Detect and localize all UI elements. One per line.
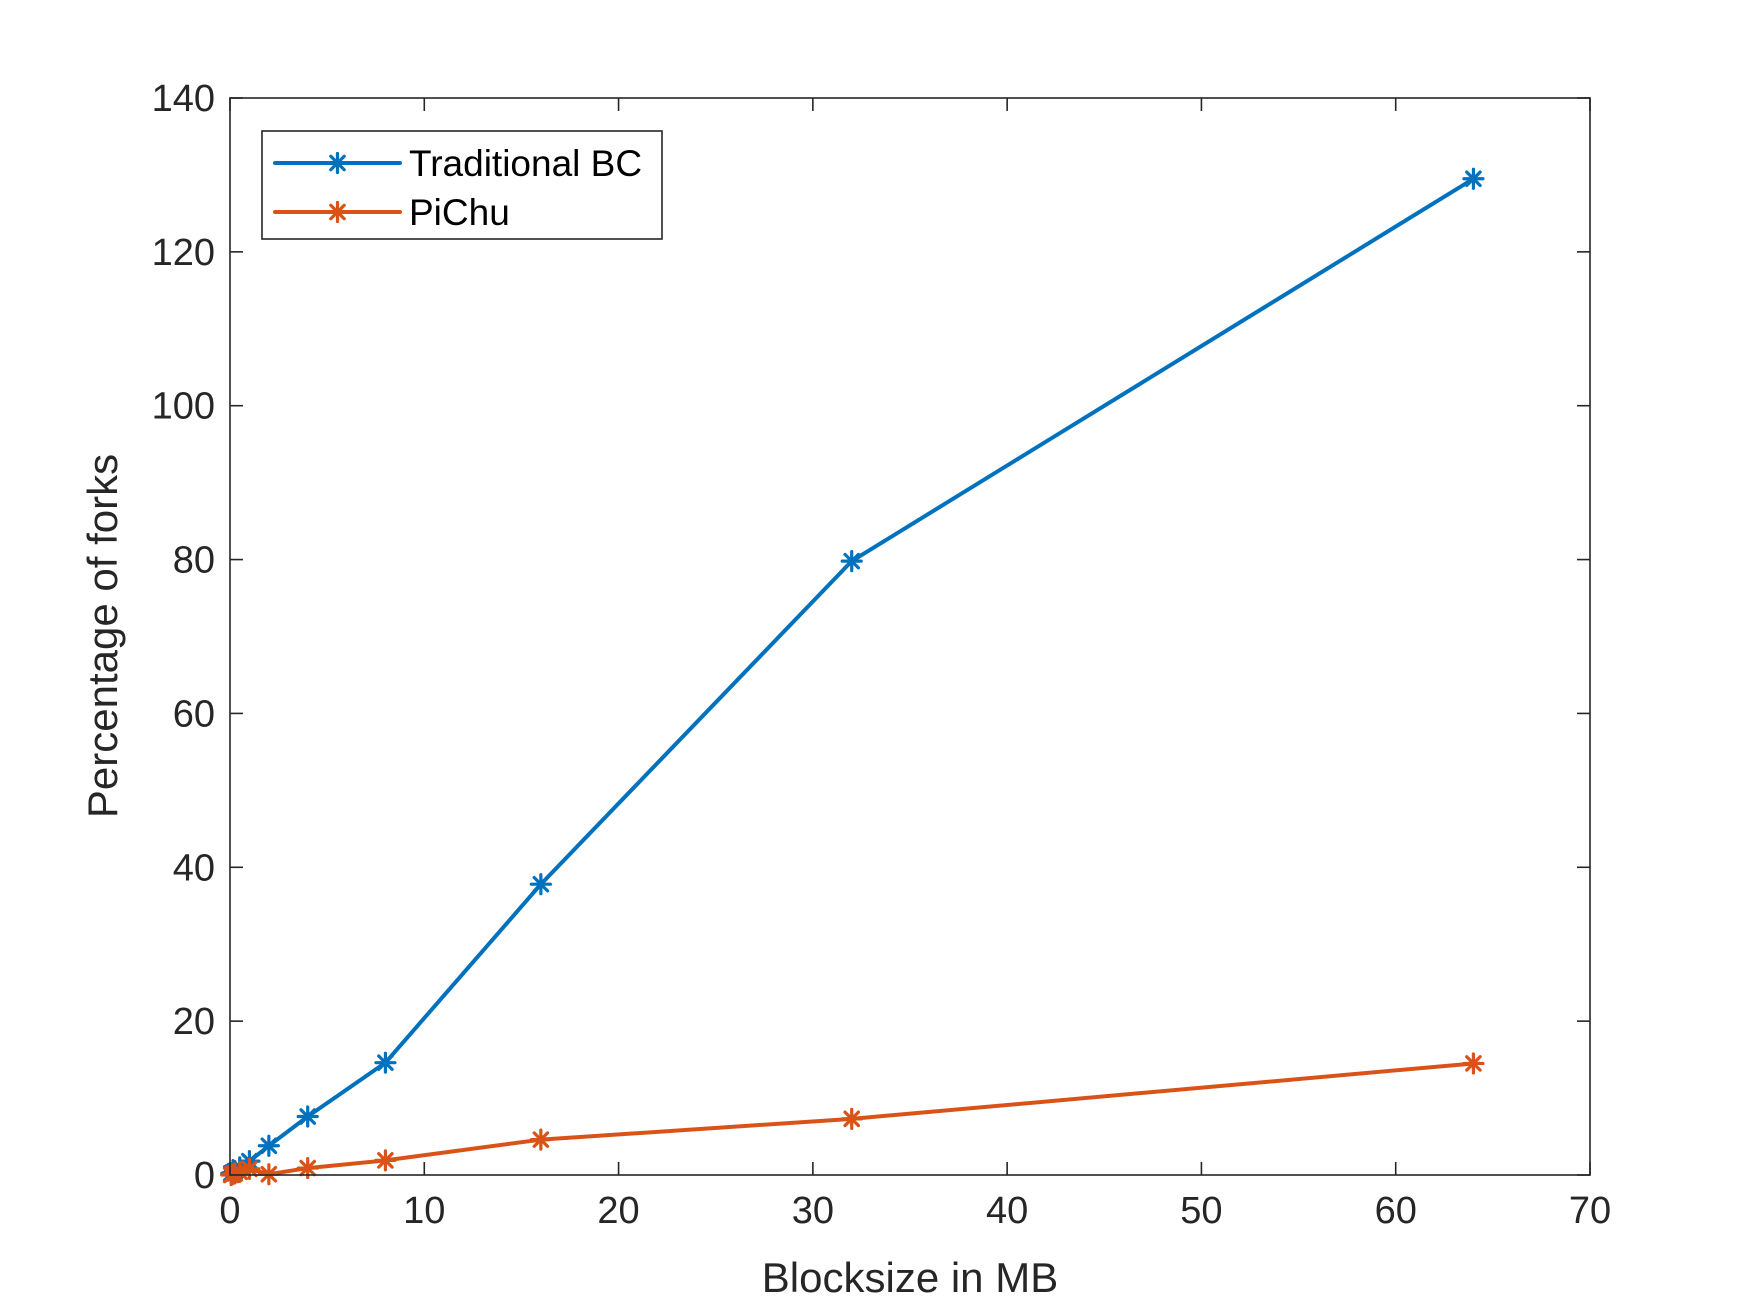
legend-marker-asterisk [326, 200, 349, 224]
x-tick-labels: 0 10 20 30 40 50 60 70 [219, 1190, 1611, 1232]
x-tick-label: 0 [219, 1190, 240, 1232]
data-point-traditional-bc [296, 1105, 319, 1128]
data-point-pichu [529, 1128, 552, 1151]
x-axis-title: Blocksize in MB [762, 1254, 1058, 1301]
data-point-pichu [374, 1149, 397, 1172]
data-point-traditional-bc [840, 550, 863, 573]
data-point-traditional-bc [529, 873, 552, 896]
data-point-traditional-bc [374, 1051, 397, 1074]
y-tick-label: 80 [173, 540, 215, 582]
x-tick-label: 60 [1375, 1190, 1417, 1232]
data-point-traditional-bc [1462, 167, 1485, 190]
legend-marker-asterisk [326, 151, 349, 175]
data-point-traditional-bc [257, 1134, 280, 1157]
y-tick-label: 100 [152, 386, 215, 428]
x-tick-label: 50 [1180, 1190, 1222, 1232]
y-tick-label: 140 [152, 78, 215, 120]
data-point-pichu [840, 1107, 863, 1130]
y-tick-label: 60 [173, 693, 215, 735]
legend: Traditional BC PiChu [261, 130, 663, 240]
y-tick-label: 0 [194, 1155, 215, 1197]
x-tick-label: 30 [792, 1190, 834, 1232]
legend-label-traditional-bc: Traditional BC [409, 143, 642, 184]
y-tick-labels: 0 20 40 60 80 100 120 140 [152, 78, 215, 1197]
y-tick-label: 120 [152, 232, 215, 274]
y-tick-label: 40 [173, 847, 215, 889]
y-axis-title: Percentage of forks [79, 454, 126, 818]
axes-box [229, 97, 1591, 1176]
legend-box [261, 130, 663, 240]
legend-marker-pichu [326, 200, 349, 224]
legend-label-pichu: PiChu [409, 192, 510, 233]
plot-area [230, 98, 1590, 1175]
x-tick-label: 20 [597, 1190, 639, 1232]
y-tick-label: 20 [173, 1001, 215, 1043]
data-point-pichu [1462, 1052, 1485, 1075]
legend-marker-traditional-bc [326, 151, 349, 175]
x-tick-label: 40 [986, 1190, 1028, 1232]
x-tick-label: 10 [403, 1190, 445, 1232]
x-tick-label: 70 [1569, 1190, 1611, 1232]
